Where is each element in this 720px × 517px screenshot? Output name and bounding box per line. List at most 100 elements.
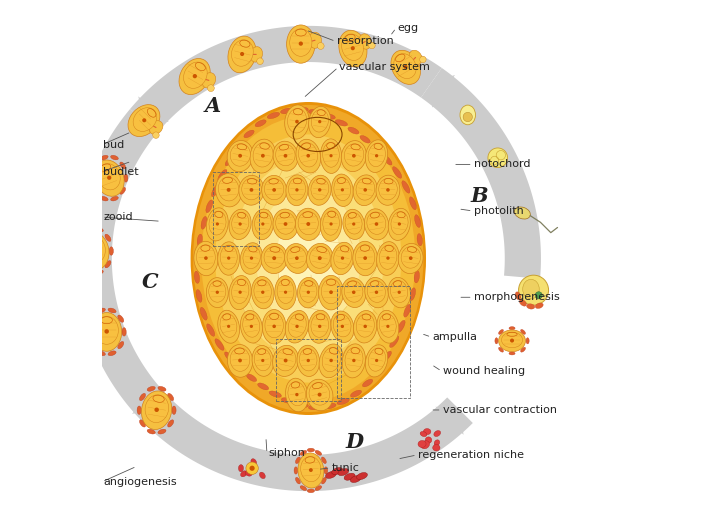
Circle shape	[238, 359, 242, 362]
Ellipse shape	[388, 208, 410, 240]
Ellipse shape	[331, 311, 354, 342]
Ellipse shape	[526, 304, 535, 309]
Circle shape	[309, 468, 312, 472]
Circle shape	[352, 359, 356, 362]
Circle shape	[238, 291, 242, 294]
Ellipse shape	[379, 314, 396, 337]
Ellipse shape	[345, 212, 362, 234]
Ellipse shape	[311, 178, 329, 200]
Ellipse shape	[535, 303, 543, 309]
Ellipse shape	[158, 429, 166, 434]
Text: A: A	[204, 96, 221, 116]
Ellipse shape	[196, 290, 202, 302]
Circle shape	[330, 359, 333, 362]
Circle shape	[261, 291, 264, 294]
Ellipse shape	[242, 178, 261, 200]
Circle shape	[535, 292, 542, 299]
Ellipse shape	[325, 472, 336, 478]
Ellipse shape	[287, 25, 315, 63]
Ellipse shape	[194, 271, 199, 283]
Ellipse shape	[365, 140, 387, 173]
Ellipse shape	[147, 386, 156, 391]
Ellipse shape	[521, 347, 526, 352]
Ellipse shape	[415, 215, 420, 227]
Ellipse shape	[382, 155, 392, 165]
Ellipse shape	[158, 386, 166, 391]
Ellipse shape	[244, 130, 254, 138]
Ellipse shape	[255, 120, 266, 127]
Ellipse shape	[341, 34, 364, 60]
Text: budlet: budlet	[103, 166, 139, 177]
Ellipse shape	[234, 142, 244, 151]
Ellipse shape	[311, 110, 328, 132]
Circle shape	[420, 56, 426, 63]
Circle shape	[246, 462, 258, 475]
Ellipse shape	[261, 175, 287, 205]
Ellipse shape	[172, 406, 176, 415]
Ellipse shape	[218, 177, 239, 201]
Ellipse shape	[209, 281, 226, 302]
Circle shape	[386, 325, 390, 328]
Ellipse shape	[391, 211, 408, 235]
Circle shape	[216, 222, 219, 225]
Ellipse shape	[392, 166, 402, 178]
Ellipse shape	[254, 280, 271, 303]
Circle shape	[341, 256, 344, 260]
Circle shape	[369, 42, 375, 49]
Ellipse shape	[133, 108, 157, 131]
Circle shape	[318, 42, 324, 50]
Ellipse shape	[368, 348, 385, 371]
Circle shape	[375, 359, 378, 362]
Ellipse shape	[245, 470, 252, 476]
Ellipse shape	[324, 467, 328, 474]
Ellipse shape	[212, 184, 220, 197]
Ellipse shape	[82, 236, 105, 263]
Ellipse shape	[364, 209, 389, 240]
Circle shape	[364, 256, 367, 260]
Ellipse shape	[348, 127, 359, 134]
Ellipse shape	[273, 141, 298, 171]
Ellipse shape	[202, 116, 415, 401]
Ellipse shape	[417, 234, 423, 246]
Ellipse shape	[287, 247, 307, 268]
Ellipse shape	[294, 107, 308, 112]
Circle shape	[318, 188, 321, 192]
Circle shape	[330, 222, 333, 225]
Circle shape	[257, 58, 264, 65]
Circle shape	[463, 112, 472, 121]
Ellipse shape	[232, 40, 253, 66]
Ellipse shape	[433, 445, 440, 451]
Circle shape	[397, 222, 401, 225]
Ellipse shape	[229, 209, 251, 239]
Circle shape	[154, 407, 159, 412]
Ellipse shape	[394, 54, 416, 79]
Ellipse shape	[247, 469, 254, 475]
Ellipse shape	[276, 212, 295, 234]
Ellipse shape	[337, 398, 349, 405]
Ellipse shape	[509, 327, 515, 330]
Ellipse shape	[410, 288, 415, 300]
Ellipse shape	[207, 324, 215, 336]
Ellipse shape	[78, 232, 109, 270]
Circle shape	[295, 325, 299, 328]
Circle shape	[397, 291, 401, 294]
Ellipse shape	[298, 211, 318, 235]
Ellipse shape	[356, 314, 374, 337]
Ellipse shape	[420, 440, 430, 449]
Text: angiogenesis: angiogenesis	[103, 477, 176, 487]
Ellipse shape	[232, 279, 249, 303]
Ellipse shape	[300, 348, 317, 371]
Ellipse shape	[307, 489, 315, 493]
Ellipse shape	[334, 246, 351, 269]
Ellipse shape	[77, 234, 83, 241]
Circle shape	[352, 222, 356, 225]
Ellipse shape	[273, 209, 298, 240]
Ellipse shape	[240, 243, 263, 274]
Ellipse shape	[518, 275, 549, 305]
Circle shape	[227, 325, 230, 328]
Circle shape	[91, 248, 96, 253]
Ellipse shape	[233, 158, 384, 359]
Ellipse shape	[338, 468, 348, 476]
Ellipse shape	[240, 471, 247, 477]
Circle shape	[284, 222, 287, 226]
